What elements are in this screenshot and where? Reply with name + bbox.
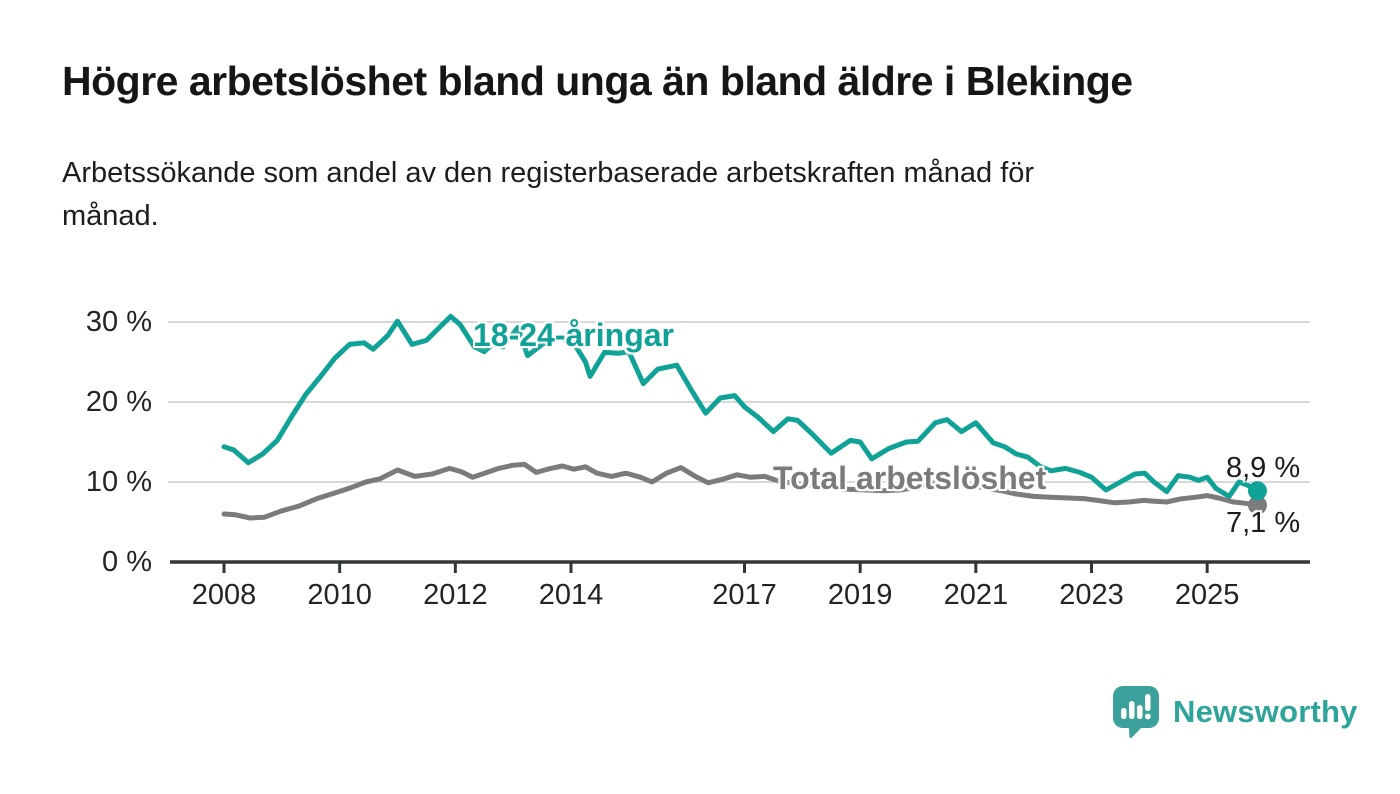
x-tick-label-2021: 2021	[943, 579, 1009, 611]
end-dot-youth	[1247, 481, 1267, 501]
series-label-youth: 18-24-åringar	[473, 317, 674, 353]
newsworthy-wordmark: Newsworthy	[1173, 694, 1358, 729]
logo-bar-tall	[1129, 701, 1135, 719]
y-tick-label-30: 30 %	[85, 306, 152, 338]
chart-subtitle: Arbetssökande som andel av den registerb…	[62, 152, 1322, 238]
x-tick-label-2012: 2012	[423, 579, 488, 611]
logo-bubble	[1113, 686, 1159, 738]
x-tick-label-2023: 2023	[1059, 579, 1124, 611]
y-tick-label-10: 10 %	[85, 466, 152, 498]
logo-bar-medium	[1137, 705, 1143, 719]
end-value-label-youth: 8,9 %	[1226, 452, 1301, 484]
x-tick-label-2010: 2010	[307, 579, 372, 611]
newsworthy-brand: Newsworthy	[1113, 686, 1358, 738]
series-label-total: Total arbetslöshet	[773, 460, 1047, 496]
x-tick-label-2025: 2025	[1174, 579, 1240, 611]
series-line-youth	[221, 313, 1260, 499]
subtitle-line-1: Arbetssökande som andel av den registerb…	[62, 157, 1035, 189]
end-value-label-total: 7,1 %	[1226, 507, 1301, 539]
y-tick-label-20: 20 %	[85, 386, 152, 418]
x-tick-label-2008: 2008	[191, 579, 257, 611]
logo-exclamation-dot	[1144, 713, 1151, 720]
page-title: Högre arbetslöshet bland unga än bland ä…	[62, 58, 1133, 104]
newsworthy-logo-icon	[1113, 686, 1159, 738]
subtitle-line-2: månad.	[62, 200, 159, 232]
x-tick-label-2017: 2017	[712, 579, 777, 611]
end-dot-total	[1247, 495, 1267, 515]
x-tick-label-2014: 2014	[538, 579, 604, 611]
logo-exclamation-bar	[1145, 694, 1151, 711]
series-line-total	[221, 461, 1260, 521]
y-tick-label-0: 0 %	[102, 546, 152, 578]
logo-bar-short	[1121, 708, 1127, 719]
x-tick-label-2019: 2019	[827, 579, 893, 611]
